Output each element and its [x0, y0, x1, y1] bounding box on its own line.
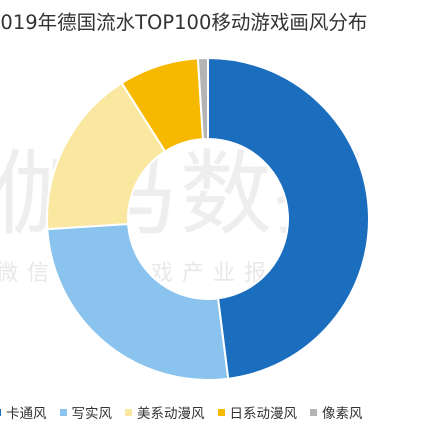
donut-slice-2 [46, 222, 230, 381]
donut-slice-1 [207, 56, 370, 380]
legend-item: 写实风 [59, 402, 113, 422]
donut-slice-5 [196, 56, 209, 141]
donut-slices [46, 56, 370, 381]
legend-swatch [217, 408, 225, 416]
chart-title: 2019年德国流水TOP100移动游戏画风分布 [0, 11, 368, 34]
legend-label: 日系动漫风 [229, 406, 298, 422]
chart-legend: 卡通风 写实风 美系动漫风 日系动漫风 像素风 [0, 402, 431, 422]
legend-swatch [0, 408, 1, 416]
legend-item: 美系动漫风 [125, 402, 205, 422]
legend-item: 像素风 [310, 402, 363, 422]
legend-label: 卡通风 [6, 406, 47, 422]
donut-slice-3 [46, 81, 167, 231]
legend-swatch [310, 408, 317, 416]
legend-label: 像素风 [322, 406, 363, 422]
legend-item: 卡通风 [0, 402, 47, 422]
legend-item: 日系动漫风 [217, 402, 298, 422]
legend-swatch [59, 408, 67, 416]
legend-swatch [125, 408, 132, 416]
legend-label: 美系动漫风 [137, 406, 205, 422]
legend-label: 写实风 [71, 406, 113, 422]
